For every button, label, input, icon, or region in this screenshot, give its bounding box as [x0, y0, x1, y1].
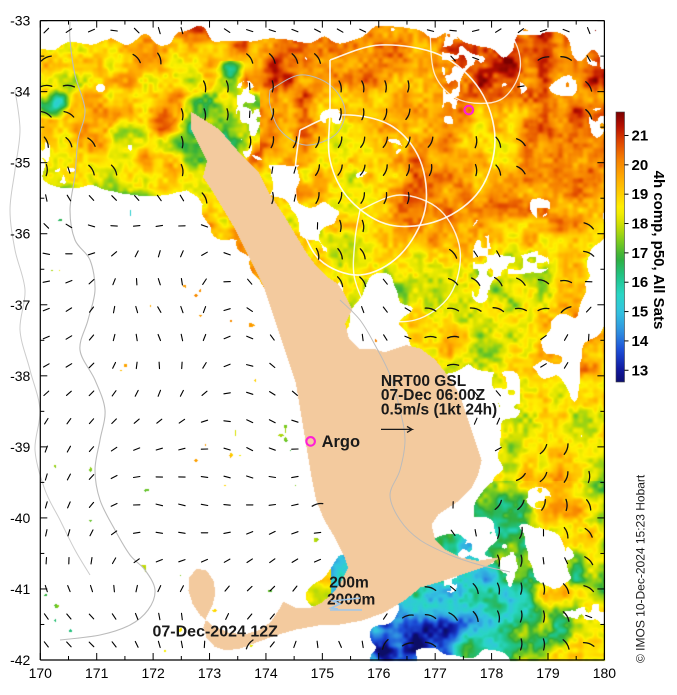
svg-text:15: 15	[632, 304, 649, 321]
svg-text:0.5m/s (1kt 24h): 0.5m/s (1kt 24h)	[381, 401, 497, 418]
svg-text:176: 176	[367, 665, 391, 681]
svg-text:-34: -34	[10, 84, 30, 100]
svg-text:180: 180	[593, 665, 617, 681]
svg-text:170: 170	[29, 665, 53, 681]
svg-text:-35: -35	[10, 155, 30, 171]
svg-text:-33: -33	[10, 13, 30, 29]
svg-text:-40: -40	[10, 510, 30, 526]
svg-text:175: 175	[311, 665, 335, 681]
svg-text:174: 174	[254, 665, 278, 681]
svg-text:20: 20	[632, 157, 649, 174]
svg-text:13: 13	[632, 362, 649, 379]
svg-text:-36: -36	[10, 226, 30, 242]
svg-text:16: 16	[632, 274, 649, 291]
svg-text:177: 177	[423, 665, 447, 681]
svg-text:200m: 200m	[329, 575, 369, 592]
svg-text:© IMOS 10-Dec-2024 15:23 Hobar: © IMOS 10-Dec-2024 15:23 Hobart	[633, 474, 647, 663]
svg-text:4h comp, p50, All Sats: 4h comp, p50, All Sats	[650, 171, 667, 330]
svg-text:-41: -41	[10, 581, 30, 597]
svg-text:-38: -38	[10, 368, 30, 384]
svg-text:-39: -39	[10, 439, 30, 455]
svg-text:17: 17	[632, 245, 649, 262]
svg-text:178: 178	[480, 665, 504, 681]
svg-text:Argo: Argo	[322, 433, 361, 451]
svg-text:07-Dec-2024 12Z: 07-Dec-2024 12Z	[153, 624, 279, 641]
svg-text:-37: -37	[10, 297, 30, 313]
svg-text:21: 21	[632, 127, 649, 144]
svg-text:14: 14	[632, 333, 649, 350]
svg-text:171: 171	[85, 665, 109, 681]
svg-text:172: 172	[141, 665, 165, 681]
svg-text:-42: -42	[10, 652, 30, 668]
svg-text:18: 18	[632, 216, 649, 233]
svg-text:173: 173	[198, 665, 222, 681]
svg-text:179: 179	[536, 665, 560, 681]
svg-text:19: 19	[632, 186, 649, 203]
